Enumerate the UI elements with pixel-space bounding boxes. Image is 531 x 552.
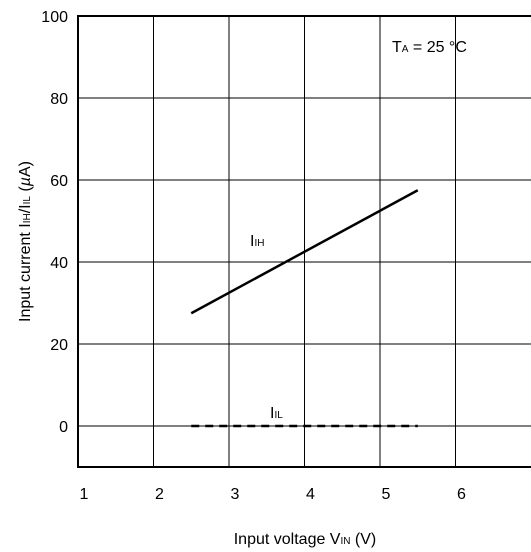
annotation-sub: A [402, 44, 409, 55]
x-axis-label-sub: IN [340, 536, 350, 547]
x-tick-label: 1 [80, 486, 89, 503]
annotation-main: T [392, 39, 402, 56]
y-axis-label-sub2: IL [22, 196, 33, 205]
series-label-iih: IIH [250, 233, 264, 250]
y-tick-label: 20 [50, 337, 68, 354]
x-axis-label-unit: (V) [350, 531, 376, 548]
x-tick-label: 6 [457, 486, 466, 503]
x-tick-label: 3 [231, 486, 240, 503]
y-tick-label: 80 [50, 91, 68, 108]
y-tick-label: 100 [41, 9, 68, 26]
y-axis-label-mid: /I [17, 204, 34, 213]
annotation-rest: = 25 °C [408, 39, 466, 56]
y-axis-label-main: Input current I [17, 223, 34, 322]
y-axis-label-mu: µ [17, 177, 34, 187]
y-tick-labels: 0 20 40 60 80 100 [41, 9, 68, 436]
y-tick-label: 0 [59, 419, 68, 436]
x-axis-label-main: Input voltage V [234, 531, 341, 548]
x-axis-label: Input voltage VIN (V) [234, 531, 377, 548]
series-line-iih [190, 189, 419, 315]
y-axis-label-unit: ( [17, 186, 34, 196]
series-label-iil-sub: IL [274, 410, 283, 421]
y-tick-label: 60 [50, 173, 68, 190]
grid [78, 16, 531, 467]
series-lines [190, 189, 419, 428]
y-tick-label: 40 [50, 255, 68, 272]
x-tick-label: 2 [155, 486, 164, 503]
x-tick-labels: 1234567 [80, 486, 467, 503]
y-axis-label-end: A) [17, 161, 34, 177]
temperature-annotation: TA = 25 °C [392, 39, 467, 56]
x-tick-label: 5 [382, 486, 391, 503]
series-label-iih-sub: IH [254, 238, 264, 249]
series-label-iih-main: I [250, 233, 254, 250]
y-axis-label-sub1: IH [22, 213, 33, 223]
x-tick-label: 4 [306, 486, 315, 503]
y-axis-label: Input current IIH/IIL (µA) [17, 161, 34, 322]
plot-frame [77, 15, 531, 468]
series-label-iil-main: I [270, 405, 274, 422]
series-label-iil: IIL [270, 405, 283, 422]
